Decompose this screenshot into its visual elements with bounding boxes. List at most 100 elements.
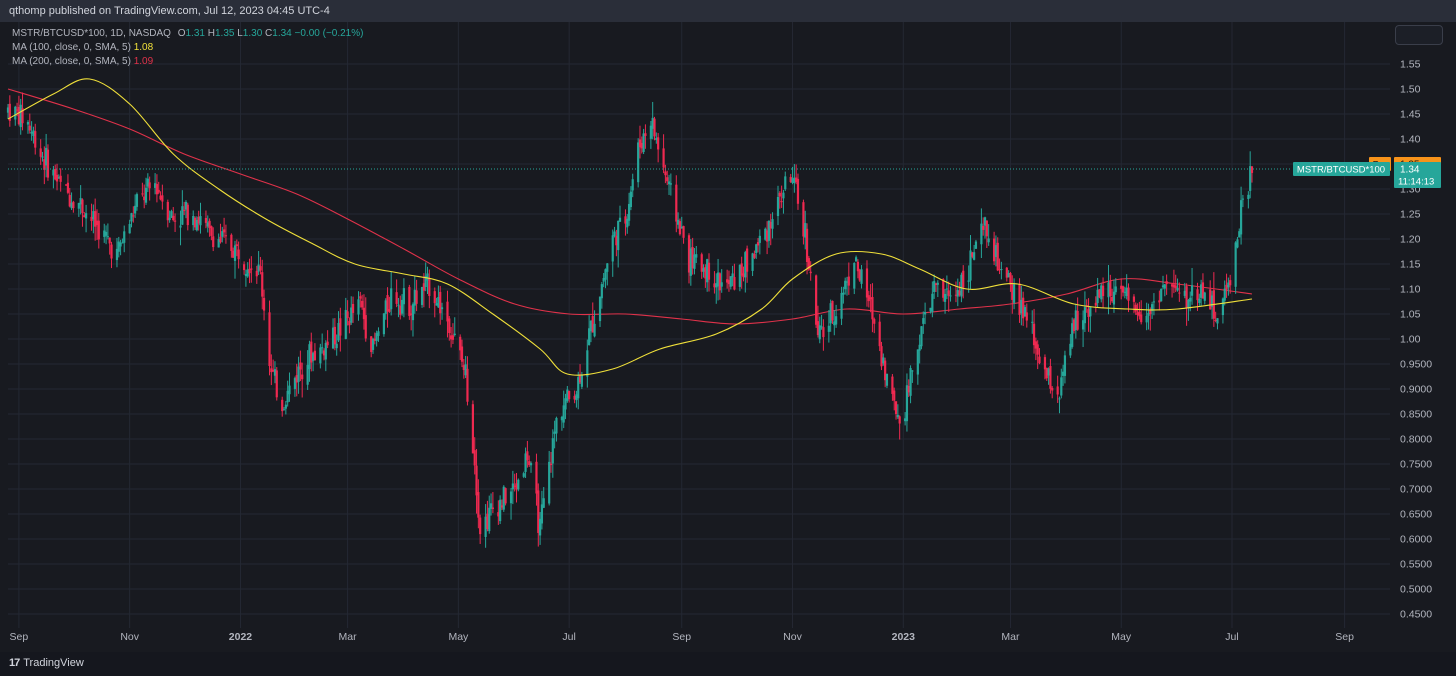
- candle: [130, 212, 133, 228]
- candle: [1214, 311, 1217, 323]
- candle: [146, 173, 149, 192]
- candle: [829, 299, 832, 332]
- candle-body: [566, 389, 569, 401]
- candle-body: [413, 289, 416, 306]
- candle-body: [179, 225, 182, 228]
- candle: [540, 490, 544, 530]
- candle-body: [611, 235, 614, 262]
- candle: [1149, 307, 1152, 331]
- candle-body: [982, 225, 985, 230]
- candle: [602, 273, 605, 288]
- candle: [858, 268, 861, 282]
- candle: [782, 189, 785, 214]
- candle: [598, 296, 602, 327]
- candle: [588, 315, 591, 346]
- candle-body: [767, 220, 771, 241]
- candle: [680, 216, 683, 229]
- candle: [402, 278, 405, 318]
- candle-body: [471, 404, 475, 454]
- candle: [135, 192, 139, 211]
- candle: [119, 239, 122, 256]
- candle-body: [104, 231, 108, 236]
- candle: [45, 133, 48, 178]
- candle-body: [1249, 166, 1252, 191]
- candle: [502, 485, 505, 512]
- legend-ma100-label: MA (100, close, 0, SMA, 5): [12, 42, 131, 53]
- tradingview-logo-icon: 17: [9, 657, 20, 669]
- candle: [488, 495, 491, 534]
- candle: [1096, 277, 1099, 308]
- chart-area[interactable]: 1.55 1.50 1.45 1.40 1.35 1.30 1.25 1.20 1.15 1.10…: [0, 22, 1456, 652]
- legend-ma200-row[interactable]: MA (200, close, 0, SMA, 5) 1.09: [12, 56, 153, 67]
- candle-body: [273, 369, 277, 376]
- candle: [1036, 340, 1039, 370]
- candle: [371, 337, 375, 354]
- candle-body: [593, 323, 596, 337]
- candle-body: [974, 241, 978, 249]
- candle: [193, 216, 197, 231]
- candle: [1087, 298, 1090, 332]
- candle: [847, 262, 850, 295]
- candle: [172, 207, 175, 222]
- candle: [827, 310, 830, 343]
- candle: [1236, 236, 1239, 249]
- legend-close-value: 1.34: [272, 28, 292, 39]
- candle: [43, 146, 46, 185]
- candle-body: [212, 236, 215, 248]
- candle-body: [987, 238, 990, 243]
- candle: [1018, 278, 1021, 323]
- tradingview-logo[interactable]: 17 TradingView: [9, 657, 84, 669]
- chart-svg[interactable]: 1.55 1.50 1.45 1.40 1.35 1.30 1.25 1.20 1.15 1.10…: [0, 22, 1456, 652]
- candle: [918, 334, 921, 364]
- candle: [578, 364, 582, 385]
- chart-toolbar-button[interactable]: [1395, 25, 1443, 45]
- candle-body: [262, 297, 266, 311]
- candle: [377, 327, 380, 342]
- candle-body: [524, 453, 527, 472]
- candle-body: [943, 293, 947, 302]
- candle: [375, 330, 378, 347]
- candle-body: [637, 142, 640, 183]
- candle: [1123, 286, 1126, 299]
- candle-body: [308, 344, 311, 370]
- candle: [575, 390, 578, 408]
- candle: [967, 265, 970, 293]
- candle-body: [542, 498, 545, 508]
- candle-body: [540, 504, 544, 524]
- candle-body: [181, 206, 184, 225]
- candle-body: [865, 268, 869, 298]
- candle-body: [920, 326, 923, 347]
- candle-body: [134, 205, 137, 214]
- candle-body: [32, 130, 35, 136]
- y-tick-label: 1.15: [1400, 259, 1421, 271]
- candle-body: [627, 203, 631, 221]
- candle: [945, 275, 948, 300]
- candle: [929, 307, 932, 314]
- candle: [804, 210, 807, 250]
- candle-body: [217, 239, 220, 248]
- candle-body: [716, 272, 720, 287]
- candle: [555, 416, 558, 442]
- candle-body: [450, 335, 453, 340]
- candle-body: [778, 192, 781, 197]
- candle: [593, 310, 596, 338]
- candle-body: [250, 268, 253, 270]
- candle-body: [54, 168, 57, 180]
- candle-body: [907, 386, 910, 393]
- candle: [974, 239, 978, 249]
- candle-body: [916, 349, 919, 375]
- candle: [615, 229, 618, 257]
- last-price-tag-bg: [1394, 162, 1441, 188]
- candle: [1043, 354, 1047, 380]
- candle-body: [193, 217, 197, 228]
- candle: [987, 224, 990, 246]
- candle: [134, 194, 137, 218]
- candle-body: [128, 224, 131, 234]
- candle: [1009, 271, 1012, 292]
- candle: [1201, 273, 1205, 300]
- legend-ma100-row[interactable]: MA (100, close, 0, SMA, 5) 1.08: [12, 42, 153, 53]
- candle-body: [357, 299, 360, 315]
- candle: [475, 449, 478, 514]
- candle-body: [411, 304, 415, 321]
- x-tick-label: May: [448, 631, 469, 643]
